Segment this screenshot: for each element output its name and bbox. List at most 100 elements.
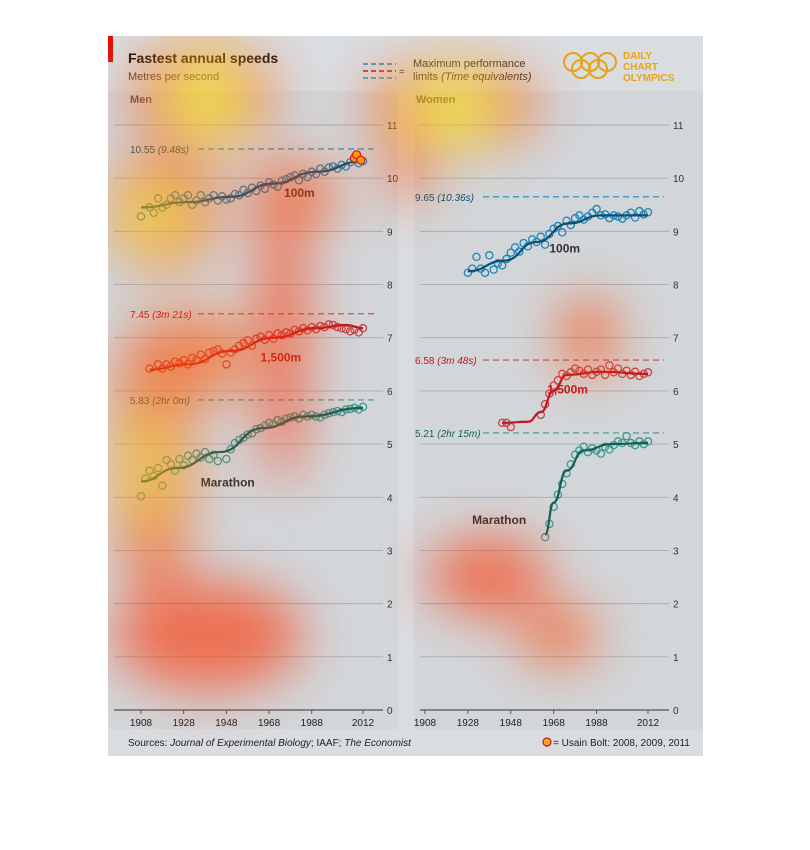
limit-value: 6.58: [415, 356, 437, 367]
data-point: [243, 430, 252, 439]
data-point: [230, 189, 240, 199]
data-point: [463, 268, 473, 278]
limit-value: 9.65: [415, 193, 437, 204]
legend-text-1: Maximum performance: [413, 58, 525, 70]
legend-text-3: (Time equivalents): [441, 71, 532, 83]
data-point: [472, 252, 481, 262]
y-tick-label: 3: [673, 546, 679, 557]
data-point: [489, 265, 498, 274]
data-point: [566, 220, 576, 230]
data-point: [635, 437, 644, 446]
y-tick-label: 10: [673, 174, 685, 185]
series-label: Marathon: [472, 513, 526, 527]
chart-figure: Fastest annual speeds Metres per second …: [108, 36, 703, 756]
trend-line: [543, 441, 649, 536]
data-point: [643, 368, 653, 377]
y-tick-label: 4: [387, 493, 393, 504]
y-tick-label: 9: [673, 227, 679, 238]
data-point: [557, 228, 567, 237]
series-label: 1,500m: [547, 383, 588, 397]
limit-time: (10.36s): [437, 193, 474, 204]
accent-bar: [108, 36, 113, 62]
limit-label: 5.83 (2hr 0m): [130, 396, 190, 407]
limit-value: 7.45: [130, 310, 152, 321]
legend-text-2: limits: [413, 71, 439, 83]
series-marathon: 5.21 (2hr 15m) Marathon: [415, 429, 664, 542]
source-2: ; IAAF;: [311, 738, 344, 749]
data-point: [467, 264, 477, 273]
y-tick-label: 6: [673, 387, 679, 398]
y-tick-label: 1: [387, 653, 393, 664]
brand-line-2: CHART: [623, 62, 658, 73]
y-tick-label: 5: [387, 440, 393, 451]
x-tick-label: 1948: [215, 718, 238, 729]
chart-canvas: Fastest annual speeds Metres per second …: [108, 36, 703, 749]
data-point: [480, 268, 490, 278]
y-tick-label: 0: [673, 706, 679, 717]
x-tick-label: 1968: [258, 718, 281, 729]
x-tick-label: 1988: [585, 718, 608, 729]
legend-text-line-2: limits (Time equivalents): [413, 71, 532, 83]
x-tick-label: 1948: [500, 718, 523, 729]
y-tick-label: 5: [673, 440, 679, 451]
y-tick-label: 7: [673, 334, 679, 345]
data-point: [630, 213, 640, 222]
y-tick-label: 6: [387, 387, 393, 398]
data-point: [643, 437, 653, 446]
x-tick-label: 1908: [414, 718, 437, 729]
y-tick-label: 9: [387, 227, 393, 238]
limit-label: 9.65 (10.36s): [415, 193, 474, 204]
data-point: [549, 381, 558, 390]
brand-line-3: OLYMPICS: [623, 73, 675, 84]
panel-background: [414, 91, 703, 729]
x-tick-label: 1908: [130, 718, 153, 729]
y-tick-label: 11: [673, 121, 684, 132]
bolt-note: = Usain Bolt: 2008, 2009, 2011: [553, 738, 690, 749]
panel-men: Men 0 1 2 3 4 5 6 7 8 9 10 11 1908 1928 1948 1968 1988 201…: [108, 91, 399, 729]
legend-equals-sign: =: [399, 67, 405, 78]
panel-title: Women: [416, 94, 456, 106]
y-tick-label: 0: [387, 706, 393, 717]
x-tick-label: 1968: [543, 718, 566, 729]
x-tick-label: 2012: [352, 718, 375, 729]
limit-time: (2hr 15m): [437, 429, 480, 440]
y-tick-label: 8: [387, 281, 393, 292]
series-label: 100m: [549, 242, 580, 256]
panel-title: Men: [130, 94, 152, 106]
data-point: [515, 247, 524, 256]
series-label: Marathon: [201, 476, 255, 490]
limit-label: 10.55 (9.48s): [130, 145, 189, 156]
limit-value: 5.83: [130, 396, 152, 407]
data-point: [354, 405, 363, 414]
x-tick-label: 1988: [301, 718, 324, 729]
panel-background: [108, 91, 398, 729]
limit-label: 7.45 (3m 21s): [130, 310, 192, 321]
limit-time: (3m 21s): [152, 310, 191, 321]
data-point: [635, 371, 644, 381]
y-tick-label: 11: [387, 121, 398, 132]
data-point: [506, 248, 516, 257]
source-1: Journal of Experimental Biology: [169, 738, 312, 749]
limit-label: 5.21 (2hr 15m): [415, 429, 481, 440]
y-tick-label: 4: [673, 493, 679, 504]
chart-title: Fastest annual speeds: [128, 50, 278, 66]
data-point: [575, 211, 584, 220]
data-point: [345, 327, 355, 336]
data-point: [316, 413, 325, 422]
limit-time: (2hr 0m): [152, 396, 190, 407]
data-point: [226, 194, 235, 203]
bolt-point: [356, 155, 366, 165]
y-tick-label: 2: [673, 600, 679, 611]
x-tick-label: 1928: [457, 718, 480, 729]
source-3: The Economist: [344, 738, 412, 749]
sources-note: Sources: Journal of Experimental Biology…: [128, 738, 412, 749]
data-point: [205, 454, 214, 464]
data-point: [622, 366, 631, 375]
y-tick-label: 3: [387, 546, 393, 557]
trend-line: [467, 214, 648, 273]
data-point: [622, 431, 631, 441]
bolt-legend-marker: [542, 737, 552, 747]
data-point: [213, 456, 223, 466]
y-tick-label: 10: [387, 174, 399, 185]
limit-value: 5.21: [415, 429, 437, 440]
